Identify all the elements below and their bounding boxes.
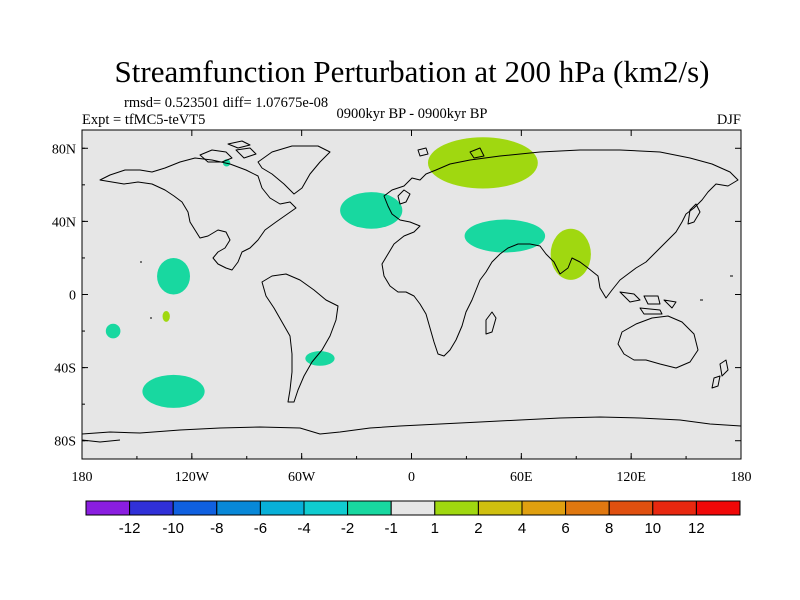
y-axis: 80N 40N 0 40S 80S <box>52 142 741 450</box>
x-tick-label-0: 180 <box>72 470 93 485</box>
period-label: 0900kyr BP - 0900kyr BP <box>337 106 488 122</box>
colorbar-label-8: 2 <box>474 520 482 537</box>
colorbar-swatch-12 <box>608 500 654 516</box>
colorbar-label-1: -10 <box>162 520 184 537</box>
anomaly-region-2 <box>162 310 170 322</box>
coast-pacific-islands <box>140 261 733 319</box>
y-tick-label-3: 40S <box>54 362 76 377</box>
colorbar-label-13: 12 <box>688 520 705 537</box>
colorbar-label-12: 10 <box>644 520 661 537</box>
colorbar-swatch-5 <box>303 500 349 516</box>
colorbar-swatch-9 <box>477 500 523 516</box>
coast-new-zealand <box>711 359 729 389</box>
coast-south-america <box>261 273 339 403</box>
coast-arctic-islands <box>199 140 257 163</box>
colorbar-label-5: -2 <box>341 520 354 537</box>
colorbar-swatch-11 <box>565 500 610 516</box>
colorbar-swatch-6 <box>347 500 392 516</box>
colorbar-swatch-7 <box>390 500 436 516</box>
colorbar-swatch-0 <box>85 500 131 516</box>
anomaly-region-1 <box>550 228 591 280</box>
y-tick-label-4: 80S <box>54 435 76 450</box>
x-tick-label-5: 120E <box>616 470 646 485</box>
anomaly-region-0 <box>427 137 538 189</box>
coast-maritime-continent <box>619 291 677 315</box>
x-tick-label-1: 120W <box>175 470 210 485</box>
anomaly-region-7 <box>305 351 335 366</box>
coast-british-isles <box>397 189 411 205</box>
colorbar-swatch-3 <box>216 500 261 516</box>
experiment-label: Expt = tfMC5-teVT5 <box>82 112 205 128</box>
anomaly-region-8 <box>142 374 205 408</box>
x-tick-label-4: 60E <box>510 470 533 485</box>
colorbar-swatch-14 <box>695 500 741 516</box>
anomaly-region-5 <box>157 257 191 295</box>
coast-greenland <box>257 145 331 195</box>
colorbar-swatch-13 <box>652 500 697 516</box>
coast-eurasia-africa <box>381 149 739 357</box>
colorbar-label-2: -8 <box>210 520 223 537</box>
coast-arctic-eurasia <box>417 147 485 159</box>
coastlines <box>81 140 742 443</box>
y-tick-label-2: 0 <box>69 289 76 304</box>
colorbar-swatch-2 <box>172 500 218 516</box>
anomaly-region-3 <box>340 192 403 229</box>
colorbar-swatch-4 <box>259 500 305 516</box>
coast-japan <box>687 203 701 225</box>
x-tick-label-6: 180 <box>731 470 752 485</box>
colorbar-swatch-1 <box>129 500 174 516</box>
stats-text: rmsd= 0.523501 diff= 1.07675e-08 <box>124 95 328 111</box>
colorbar-label-7: 1 <box>431 520 439 537</box>
coast-north-america <box>99 157 297 271</box>
colorbar-label-0: -12 <box>119 520 141 537</box>
colorbar-swatch-10 <box>521 500 567 516</box>
colorbar-label-11: 8 <box>605 520 613 537</box>
anomaly-region-6 <box>105 323 121 339</box>
anomaly-region-4 <box>464 219 546 253</box>
coast-australia <box>617 315 699 369</box>
colorbar-label-10: 6 <box>561 520 569 537</box>
colorbar-label-6: -1 <box>385 520 398 537</box>
map-panel: 180 120W 60W 0 60E 120E 180 80N 40N 0 40S 80S <box>52 129 752 485</box>
colorbar-label-3: -6 <box>254 520 267 537</box>
season-label: DJF <box>717 112 741 128</box>
colorbar-swatch-8 <box>434 500 479 516</box>
x-tick-label-2: 60W <box>288 470 316 485</box>
colorbar-label-9: 4 <box>518 520 526 537</box>
colorbar-label-4: -4 <box>297 520 310 537</box>
colorbar: -12 -10 -8 -6 -4 -2 -1 1 2 4 6 8 10 12 <box>85 500 741 537</box>
x-tick-label-3: 0 <box>408 470 415 485</box>
chart-title: Streamfunction Perturbation at 200 hPa (… <box>115 54 710 89</box>
coast-madagascar <box>485 311 497 335</box>
y-tick-label-1: 40N <box>52 215 76 230</box>
y-tick-label-0: 80N <box>52 142 76 157</box>
x-axis: 180 120W 60W 0 60E 120E 180 <box>72 130 752 485</box>
